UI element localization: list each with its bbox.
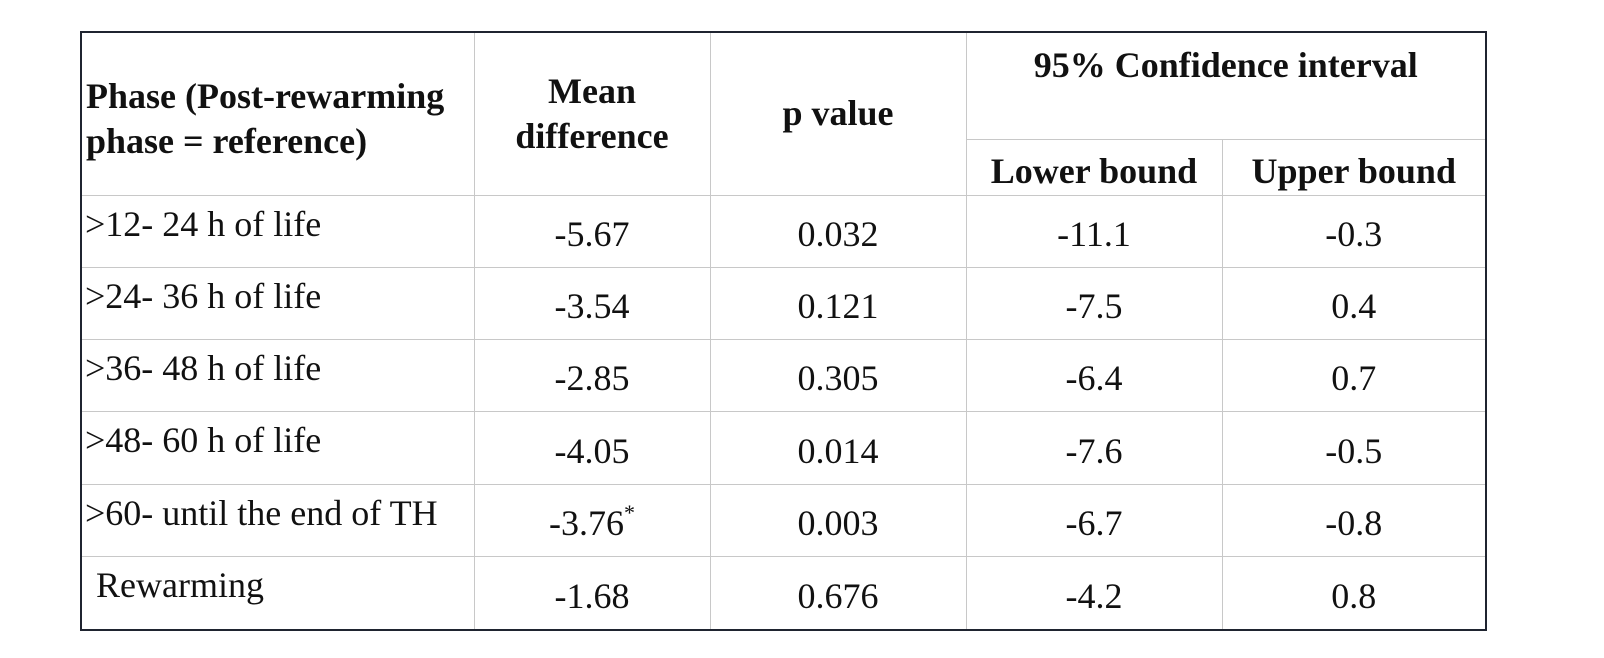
mean-difference-cell: -3.54 — [473, 266, 711, 341]
results-table-container: Phase (Post-rewarming phase = reference)… — [80, 31, 1487, 631]
mean-difference-cell: -3.76* — [473, 483, 711, 558]
header-mean-difference: Mean difference — [473, 33, 711, 196]
phase-cell: >24- 36 h of life — [82, 266, 475, 341]
mean-difference-value: -4.05 — [554, 430, 630, 471]
upper-bound-cell: 0.8 — [1221, 556, 1485, 629]
mean-difference-cell: -1.68 — [473, 556, 711, 629]
p-value-cell: 0.032 — [709, 194, 967, 268]
phase-cell: >60- until the end of TH — [82, 483, 475, 558]
p-value-cell: 0.676 — [709, 556, 967, 629]
p-value-cell: 0.121 — [709, 266, 967, 341]
mean-difference-value: -1.68 — [554, 576, 630, 616]
upper-bound-cell: 0.4 — [1221, 266, 1485, 341]
results-table: Phase (Post-rewarming phase = reference)… — [82, 33, 1485, 629]
mean-difference-value: -3.76 — [549, 503, 624, 544]
table-row: >12- 24 h of life -5.67 0.032 -11.1 -0.3 — [82, 194, 1485, 268]
table-row: >48- 60 h of life -4.05 0.014 -7.6 -0.5 — [82, 411, 1485, 485]
mean-difference-cell: -5.67 — [473, 194, 711, 268]
header-row-primary: Phase (Post-rewarming phase = reference)… — [82, 33, 1485, 196]
header-upper-bound: Upper bound — [1221, 138, 1485, 196]
mean-difference-value: -5.67 — [554, 213, 630, 254]
upper-bound-cell: -0.3 — [1221, 194, 1485, 268]
header-lower-bound: Lower bound — [966, 138, 1223, 196]
lower-bound-cell: -7.6 — [965, 411, 1223, 485]
phase-cell: Rewarming — [82, 556, 475, 629]
phase-cell: >36- 48 h of life — [82, 339, 475, 413]
mean-difference-cell: -4.05 — [473, 411, 711, 485]
table-row: >36- 48 h of life -2.85 0.305 -6.4 0.7 — [82, 339, 1485, 413]
mean-difference-cell: -2.85 — [473, 339, 711, 413]
lower-bound-cell: -6.7 — [965, 483, 1223, 558]
lower-bound-cell: -7.5 — [965, 266, 1223, 341]
mean-difference-value: -2.85 — [554, 358, 630, 399]
header-phase: Phase (Post-rewarming phase = reference) — [82, 33, 475, 196]
p-value-cell: 0.014 — [709, 411, 967, 485]
table-row: Rewarming -1.68 0.676 -4.2 0.8 — [82, 556, 1485, 629]
lower-bound-cell: -4.2 — [965, 556, 1223, 629]
upper-bound-cell: -0.5 — [1221, 411, 1485, 485]
lower-bound-cell: -6.4 — [965, 339, 1223, 413]
p-value-cell: 0.003 — [709, 483, 967, 558]
header-row-secondary: Lower bound Upper bound — [82, 138, 1485, 196]
header-p-value: p value — [709, 33, 967, 196]
table-row: >60- until the end of TH -3.76* 0.003 -6… — [82, 483, 1485, 558]
lower-bound-cell: -11.1 — [965, 194, 1223, 268]
p-value-cell: 0.305 — [709, 339, 967, 413]
upper-bound-cell: 0.7 — [1221, 339, 1485, 413]
header-confidence-interval: 95% Confidence interval — [965, 33, 1485, 140]
mean-difference-value: -3.54 — [554, 286, 630, 327]
footnote-mark: * — [624, 500, 635, 526]
upper-bound-cell: -0.8 — [1221, 483, 1485, 558]
table-row: >24- 36 h of life -3.54 0.121 -7.5 0.4 — [82, 266, 1485, 341]
phase-cell: >12- 24 h of life — [82, 194, 475, 268]
phase-cell: >48- 60 h of life — [82, 411, 475, 485]
